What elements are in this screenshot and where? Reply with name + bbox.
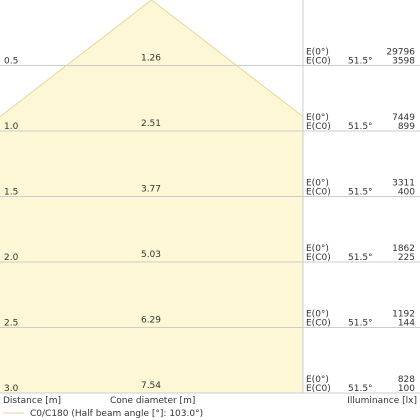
cone-diameter-value: 2.51 [141,119,161,129]
e0-illuminance-value: 7449 [392,113,415,123]
cone-diameter-value: 5.03 [141,250,161,260]
cone-edge-right [151,0,304,117]
e0-label: E(0°) [306,375,329,385]
ec0-label: E(C0) [306,384,331,394]
half-beam-angle-value: 51.5° [348,57,373,67]
distance-value: 3.0 [4,384,19,394]
ec0-label: E(C0) [306,319,331,329]
legend-text: C0/C180 (Half beam angle [°]: 103.0°) [30,409,203,419]
ec0-illuminance-value: 899 [398,122,415,132]
e0-illuminance-value: 1862 [392,244,415,254]
ec0-label: E(C0) [306,253,331,263]
cone-diameter-value: 7.54 [141,381,161,391]
e0-label: E(0°) [306,113,329,123]
cone-diameter-value: 1.26 [141,54,161,64]
distance-value: 2.0 [4,253,19,263]
e0-label: E(0°) [306,179,329,189]
cone-edge-left [0,0,152,117]
ec0-illuminance-value: 144 [398,319,415,329]
half-beam-angle-value: 51.5° [348,253,373,263]
cone-diameter-value: 6.29 [141,316,161,326]
e0-illuminance-value: 828 [398,375,415,385]
e0-illuminance-value: 1192 [392,310,415,320]
half-beam-angle-value: 51.5° [348,122,373,132]
distance-axis-label: Distance [m] [3,396,61,406]
e0-label: E(0°) [306,48,329,58]
distance-value: 0.5 [4,57,18,67]
ec0-illuminance-value: 100 [398,384,415,394]
e0-illuminance-value: 29796 [386,48,415,58]
distance-value: 1.0 [4,122,19,132]
half-beam-angle-value: 51.5° [348,188,373,198]
cone-diameter-value: 3.77 [141,185,161,195]
ec0-label: E(C0) [306,188,331,198]
grid-layer [0,0,420,394]
ec0-label: E(C0) [306,122,331,132]
illuminance-axis-label: Illuminance [lx] [347,396,417,406]
ec0-illuminance-value: 400 [398,188,415,198]
half-beam-angle-value: 51.5° [348,384,373,394]
cone-diameter-axis-label: Cone diameter [m] [110,396,195,406]
ec0-label: E(C0) [306,57,331,67]
ec0-illuminance-value: 3598 [392,57,415,67]
half-beam-angle-value: 51.5° [348,319,373,329]
distance-value: 1.5 [4,188,18,198]
distance-value: 2.5 [4,319,18,329]
cone-outline-layer [0,0,304,117]
e0-illuminance-value: 3311 [392,179,415,189]
e0-label: E(0°) [306,310,329,320]
ec0-illuminance-value: 225 [398,253,415,263]
e0-label: E(0°) [306,244,329,254]
